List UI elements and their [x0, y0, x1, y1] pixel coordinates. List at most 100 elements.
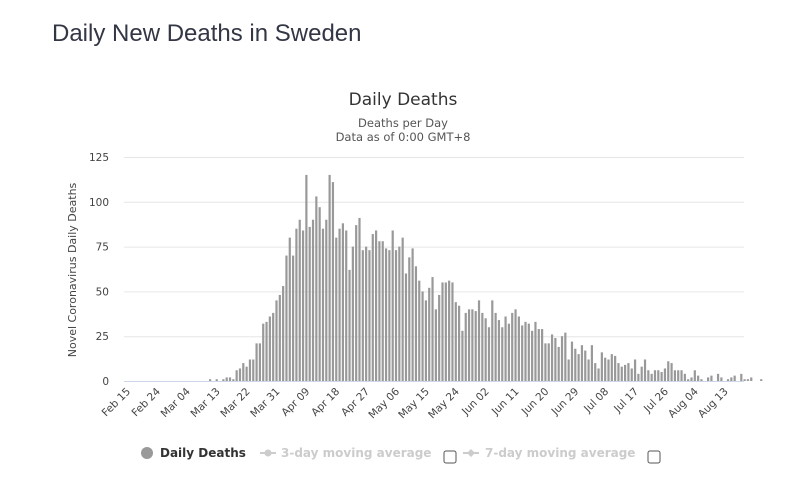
bar[interactable] — [594, 363, 597, 381]
bar[interactable] — [481, 312, 484, 381]
bar[interactable] — [517, 316, 520, 381]
bar[interactable] — [541, 329, 544, 381]
bar[interactable] — [474, 311, 477, 381]
bar[interactable] — [531, 330, 534, 381]
bar[interactable] — [501, 327, 504, 381]
bar[interactable] — [444, 282, 447, 381]
bar[interactable] — [484, 318, 487, 381]
bar[interactable] — [746, 379, 750, 381]
bar[interactable] — [660, 372, 663, 381]
bar[interactable] — [461, 330, 464, 381]
bar[interactable] — [331, 182, 335, 381]
bar[interactable] — [292, 255, 295, 381]
bar[interactable] — [740, 373, 743, 381]
bar[interactable] — [677, 370, 680, 381]
bar[interactable] — [467, 309, 471, 381]
bar[interactable] — [272, 312, 275, 381]
bar[interactable] — [371, 234, 374, 381]
bar[interactable] — [673, 370, 676, 381]
bar[interactable] — [301, 230, 305, 381]
bar[interactable] — [567, 359, 570, 382]
bar[interactable] — [408, 257, 411, 381]
bar[interactable] — [471, 309, 474, 381]
bar[interactable] — [321, 228, 325, 381]
bar[interactable] — [378, 241, 381, 381]
bar[interactable] — [434, 309, 437, 381]
bar[interactable] — [348, 269, 351, 381]
bar[interactable] — [414, 266, 418, 381]
bar[interactable] — [564, 332, 567, 381]
bar[interactable] — [358, 217, 361, 381]
bar[interactable] — [547, 343, 550, 381]
bar[interactable] — [507, 323, 510, 381]
bar[interactable] — [730, 377, 733, 381]
bar[interactable] — [597, 368, 600, 381]
bar[interactable] — [298, 219, 301, 381]
bar[interactable] — [627, 363, 630, 381]
bar[interactable] — [580, 345, 584, 381]
bar[interactable] — [614, 355, 617, 381]
bar[interactable] — [743, 379, 746, 381]
bar[interactable] — [255, 343, 258, 381]
bar[interactable] — [514, 309, 517, 381]
bar[interactable] — [311, 219, 315, 381]
bar[interactable] — [667, 361, 670, 381]
bar[interactable] — [607, 359, 610, 382]
bar[interactable] — [584, 350, 587, 381]
bar[interactable] — [577, 354, 580, 381]
bar[interactable] — [590, 345, 593, 381]
bar[interactable] — [527, 323, 530, 381]
bar[interactable] — [464, 312, 467, 381]
bar[interactable] — [521, 325, 524, 381]
bar[interactable] — [640, 366, 643, 381]
bar[interactable] — [683, 373, 686, 381]
bar[interactable] — [428, 287, 431, 381]
bar[interactable] — [288, 237, 291, 381]
bar[interactable] — [252, 359, 255, 382]
bar[interactable] — [494, 312, 497, 381]
legend-item-daily-deaths[interactable]: Daily Deaths — [141, 446, 246, 460]
bar[interactable] — [222, 379, 225, 381]
bar[interactable] — [458, 305, 461, 381]
bar[interactable] — [451, 282, 454, 381]
bar[interactable] — [295, 228, 298, 381]
bar[interactable] — [534, 321, 537, 381]
bar[interactable] — [228, 377, 232, 381]
bar[interactable] — [248, 359, 252, 382]
bar[interactable] — [418, 280, 421, 381]
bar[interactable] — [404, 273, 408, 381]
bar[interactable] — [716, 373, 720, 381]
bar[interactable] — [375, 230, 378, 381]
bar[interactable] — [574, 348, 577, 381]
bar[interactable] — [653, 370, 657, 381]
bar[interactable] — [431, 277, 434, 381]
bar[interactable] — [242, 363, 245, 381]
bar[interactable] — [497, 320, 501, 381]
bar[interactable] — [318, 207, 321, 381]
bar[interactable] — [361, 250, 364, 381]
bar[interactable] — [524, 321, 527, 381]
bar[interactable] — [424, 300, 427, 381]
bar[interactable] — [438, 294, 441, 381]
bar[interactable] — [544, 343, 547, 381]
bar[interactable] — [345, 230, 348, 381]
bar[interactable] — [351, 246, 354, 381]
bar[interactable] — [633, 359, 637, 382]
bar[interactable] — [454, 302, 457, 381]
bar[interactable] — [733, 375, 736, 381]
bar[interactable] — [557, 346, 560, 381]
bar[interactable] — [600, 352, 603, 381]
bar[interactable] — [491, 300, 494, 381]
bar[interactable] — [285, 255, 288, 381]
bar[interactable] — [554, 337, 557, 381]
bar[interactable] — [401, 237, 404, 381]
checkbox-3-day-average[interactable] — [443, 450, 457, 464]
bar[interactable] — [265, 321, 268, 381]
bar[interactable] — [726, 379, 730, 381]
bar[interactable] — [268, 316, 271, 381]
bar[interactable] — [394, 250, 398, 381]
bar[interactable] — [690, 377, 693, 381]
bar[interactable] — [750, 377, 753, 381]
bar[interactable] — [630, 368, 633, 381]
bar[interactable] — [258, 343, 261, 381]
